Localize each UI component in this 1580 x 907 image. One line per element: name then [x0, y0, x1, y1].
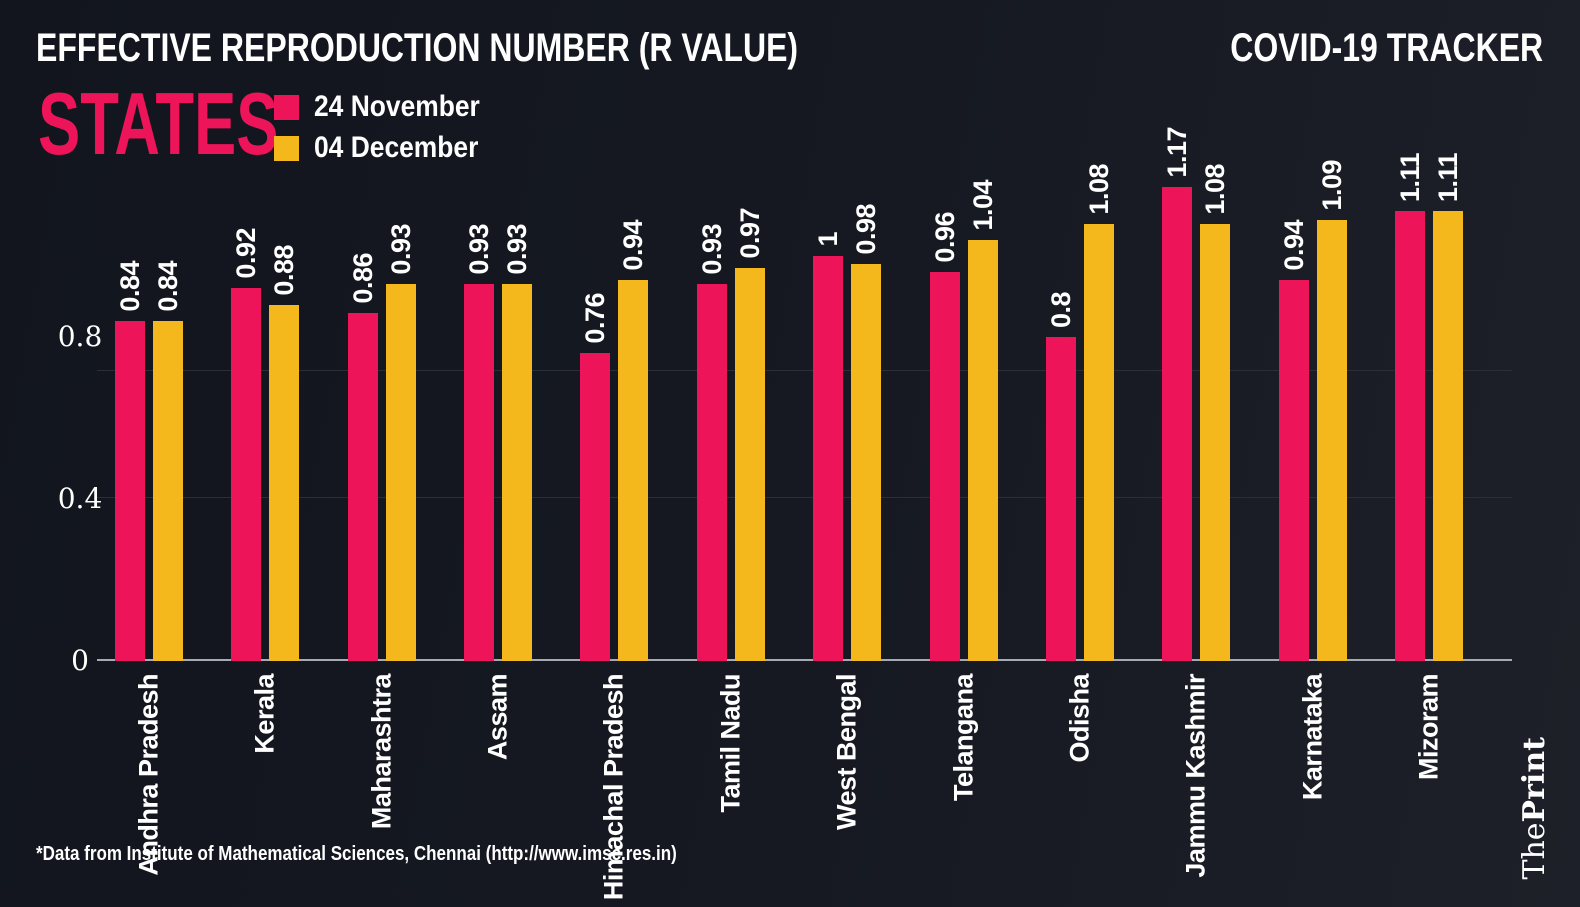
bar-value-label: 0.84	[114, 261, 145, 312]
logo-the: The	[1517, 822, 1552, 880]
bar-value-label: 0.96	[929, 212, 960, 263]
bar-value-label: 1.08	[1200, 164, 1231, 215]
bar-group-karnataka: 0.94 1.09 Karnataka	[1278, 160, 1347, 800]
bar-04-december: 1.09	[1316, 160, 1347, 661]
x-axis-label: Mizoram	[1413, 674, 1444, 781]
bar-value-label: 0.76	[580, 293, 611, 344]
bar-value-label: 1.04	[967, 180, 998, 231]
bar-value-label: 1.11	[1432, 152, 1463, 202]
bar-value-label: 0.97	[734, 208, 765, 259]
bar-group-tamil-nadu: 0.93 0.97 Tamil Nadu	[697, 186, 765, 813]
y-tick-label: 0	[71, 644, 89, 677]
bar-24-november: 0.8	[1046, 292, 1076, 661]
bar-24-november: 0.86	[348, 253, 378, 661]
legend-swatch	[274, 94, 299, 120]
bar-group-west-bengal: 1 0.98 West Bengal	[813, 186, 882, 830]
bar-group-odisha: 0.8 1.08 Odisha	[1046, 164, 1114, 763]
bar-04-december: 0.88	[269, 245, 300, 661]
x-axis-label: Maharashtra	[366, 674, 397, 830]
bar-group-telangana: 0.96 1.04 Telangana	[929, 180, 998, 801]
bar-04-december: 1.08	[1084, 164, 1114, 661]
x-axis-label: Kerala	[249, 674, 280, 754]
page-title: EFFECTIVE REPRODUCTION NUMBER (R VALUE)	[36, 26, 989, 71]
bar-value-label: 0.93	[696, 224, 727, 275]
bar-04-december: 1.11	[1433, 153, 1463, 661]
bar-value-label: 0.94	[1278, 220, 1309, 271]
legend-label: 04 December	[314, 131, 479, 164]
bar-value-label: 0.94	[618, 220, 649, 271]
legend-item-1: 04 December	[274, 133, 502, 163]
bar-group-assam: 0.93 0.93 Assam	[464, 186, 533, 760]
bar-value-label: 0.93	[463, 224, 494, 275]
bar-value-label: 0.93	[385, 224, 416, 275]
tracker-title: COVID-19 TRACKER	[1152, 26, 1543, 71]
bar-value-label: 1.09	[1316, 160, 1347, 211]
page-title-text: EFFECTIVE REPRODUCTION NUMBER (R VALUE)	[36, 26, 799, 70]
bar-24-november: 0.94	[1278, 220, 1309, 661]
x-axis-label: Tamil Nadu	[715, 674, 746, 813]
bar-value-label: 0.84	[152, 261, 183, 312]
bar-value-label: 0.98	[850, 204, 881, 255]
bar-24-november: 0.93	[697, 224, 727, 661]
x-axis-label: West Bengal	[831, 674, 862, 831]
bar-24-november: 1.17	[1162, 127, 1193, 661]
gridline-lower	[97, 497, 1512, 498]
source-note-text: *Data from Institute of Mathematical Sci…	[36, 843, 677, 865]
x-axis-label: Jammu Kashmir	[1180, 674, 1211, 878]
bar-04-december: 0.93	[502, 224, 533, 661]
bar-value-label: 0.92	[231, 228, 262, 279]
bar-group-andhra-pradesh: 0.84 0.84 Andhra Pradesh	[115, 186, 183, 876]
tracker-title-text: COVID-19 TRACKER	[1230, 26, 1543, 70]
bar-04-december: 1.08	[1200, 164, 1231, 661]
bars-row: 0.84 0.84 Andhra Pradesh 0.92 0.88 Kerala 0.86…	[115, 127, 1463, 900]
x-axis-label: Himachal Pradesh	[598, 674, 629, 901]
source-note: *Data from Institute of Mathematical Sci…	[36, 843, 790, 866]
section-title-states: STATES	[38, 80, 372, 168]
bar-group-jammu-kashmir: 1.17 1.08 Jammu Kashmir	[1162, 127, 1231, 878]
x-axis-label: Telangana	[948, 674, 979, 802]
bar-chart: 0.84 0.84 Andhra Pradesh 0.92 0.88 Kerala 0.86…	[97, 127, 1512, 900]
y-axis: 0 0.4 0.8	[55, 186, 105, 677]
bar-value-label: 0.86	[347, 253, 378, 304]
chart-legend: 24 November 04 December	[274, 92, 502, 163]
logo-print: Print	[1517, 737, 1552, 823]
bar-group-himachal-pradesh: 0.76 0.94 Himachal Pradesh	[580, 186, 649, 900]
bar-value-label: 1.08	[1083, 164, 1114, 215]
bar-value-label: 1.17	[1162, 127, 1193, 178]
bar-04-december: 1.04	[967, 180, 998, 661]
bar-value-label: 1.11	[1394, 152, 1425, 202]
y-tick-label: 0.4	[57, 482, 103, 515]
bar-04-december: 0.84	[153, 261, 183, 661]
bar-24-november: 0.92	[231, 228, 262, 661]
bar-24-november: 0.84	[115, 261, 145, 661]
bar-group-maharashtra: 0.86 0.93 Maharashtra	[348, 186, 416, 829]
bar-04-december: 0.98	[851, 204, 882, 661]
bar-value-label: 0.8	[1045, 291, 1076, 328]
legend-item-0: 24 November	[274, 92, 502, 122]
legend-swatch	[274, 135, 299, 161]
bar-24-november: 0.96	[929, 212, 960, 661]
section-title-text: STATES	[38, 74, 279, 173]
bar-04-december: 0.93	[386, 224, 416, 661]
x-axis-label: Assam	[482, 674, 513, 761]
legend-label: 24 November	[314, 90, 480, 123]
bar-24-november: 1.11	[1395, 153, 1425, 661]
bar-04-december: 0.94	[618, 220, 649, 661]
bar-04-december: 0.97	[735, 208, 765, 661]
bar-group-kerala: 0.92 0.88 Kerala	[231, 186, 300, 754]
theprint-logo: ThePrint	[1517, 737, 1552, 880]
y-tick-label: 0.8	[57, 320, 103, 353]
x-axis-label: Karnataka	[1297, 674, 1328, 801]
x-axis-label: Odisha	[1064, 674, 1095, 763]
x-axis-line	[97, 659, 1512, 661]
bar-group-mizoram: 1.11 1.11 Mizoram	[1395, 153, 1463, 780]
bar-value-label: 1	[812, 232, 843, 247]
bar-24-november: 0.93	[464, 224, 495, 661]
bar-value-label: 0.88	[269, 245, 300, 296]
gridline-upper	[97, 370, 1512, 371]
bar-24-november: 0.76	[580, 293, 611, 661]
bar-value-label: 0.93	[501, 224, 532, 275]
bar-24-november: 1	[813, 232, 844, 661]
